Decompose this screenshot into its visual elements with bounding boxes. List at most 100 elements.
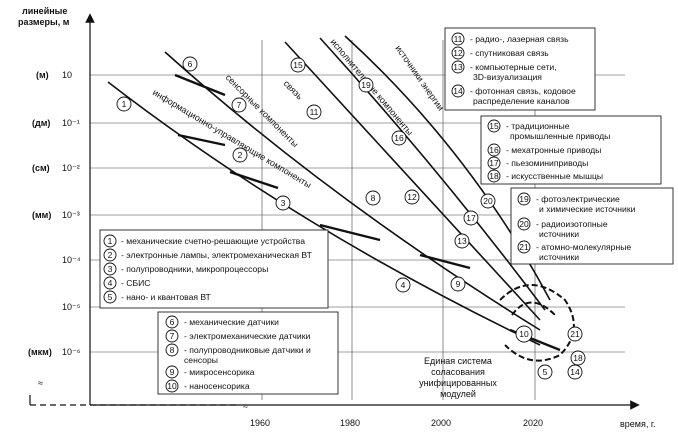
legend-item: - микросенсорика	[184, 367, 255, 377]
legend-energy: 19 - фотоэлектрические и химические исто…	[510, 187, 674, 265]
y-tick-unit: (м)	[36, 70, 49, 80]
svg-text:15: 15	[293, 60, 303, 70]
svg-text:2: 2	[108, 250, 113, 260]
trend-lines	[107, 35, 575, 362]
svg-text:2: 2	[238, 150, 243, 160]
svg-text:соласования: соласования	[431, 367, 485, 377]
svg-text:13: 13	[453, 62, 463, 72]
marker-4: 4	[395, 277, 411, 293]
svg-text:6: 6	[188, 59, 193, 69]
center-note: Единая система соласования унифицированн…	[419, 356, 497, 399]
legend-item: - радио-, лазерная связь	[470, 34, 569, 44]
svg-text:17: 17	[489, 158, 499, 168]
legend-item: - электромеханические датчики	[184, 331, 310, 341]
svg-text:13: 13	[457, 236, 467, 246]
y-ticks: (м) 10 (дм) 10⁻¹ (см) 10⁻² (мм) 10⁻³ 10⁻…	[28, 70, 81, 357]
y-tick-value: 10⁻³	[62, 210, 80, 220]
marker-20: 20	[480, 193, 496, 209]
legend-item: и химические источники	[539, 204, 636, 214]
marker-17: 17	[463, 210, 479, 226]
legend-item: распределение каналов	[473, 96, 570, 106]
svg-text:10: 10	[167, 381, 177, 391]
svg-text:20: 20	[519, 219, 529, 229]
svg-text:19: 19	[519, 194, 529, 204]
svg-text:8: 8	[170, 345, 175, 355]
marker-7: 7	[231, 97, 247, 113]
trend-comm-line	[284, 41, 541, 321]
svg-text:1: 1	[108, 236, 113, 246]
x-ticks: 1960 1980 2000 2020	[250, 418, 543, 428]
svg-text:1: 1	[122, 99, 127, 109]
x-tick-label: 2000	[431, 418, 451, 428]
marker-18: 18	[570, 350, 586, 366]
y-tick-value: 10⁻⁵	[62, 302, 81, 312]
trend-sensor-line	[164, 51, 541, 331]
svg-text:3: 3	[281, 198, 286, 208]
legend-item: - наносенсорика	[184, 381, 250, 391]
svg-text:12: 12	[407, 192, 417, 202]
legend-item: сенсоры	[184, 355, 218, 365]
legend-item: - спутниковая связь	[470, 48, 549, 58]
legend-actuators: 15 - традиционные промышленные приводы 1…	[480, 115, 662, 185]
y-tick-value: 10	[62, 70, 72, 80]
x-axis-title: время, г.	[620, 419, 656, 429]
svg-text:5: 5	[108, 292, 113, 302]
marker-19: 19	[358, 77, 374, 93]
svg-text:4: 4	[401, 280, 406, 290]
y-tick-value: 10⁻⁴	[62, 255, 81, 265]
marker-10: 10	[515, 325, 533, 343]
svg-text:18: 18	[573, 353, 583, 363]
marker-9: 9	[450, 276, 466, 292]
legend-item: источники	[539, 229, 579, 239]
x-tick-label: 2020	[523, 418, 543, 428]
legend-item: - фотоэлектрические	[536, 194, 620, 204]
legend-item: - фотонная связь, кодовое	[470, 86, 576, 96]
svg-text:≈: ≈	[38, 378, 43, 388]
marker-21: 21	[567, 326, 583, 342]
trend-label-comm: связь	[282, 78, 305, 101]
svg-text:21: 21	[519, 242, 529, 252]
svg-text:14: 14	[570, 367, 580, 377]
svg-text:Единая система: Единая система	[424, 356, 492, 366]
svg-text:21: 21	[570, 329, 580, 339]
x-tick-label: 1960	[250, 418, 270, 428]
y-axis-title-1: линейные	[22, 6, 67, 16]
legend-item: 3D-визуализация	[473, 72, 542, 82]
trend-label-energy: источники энергии	[393, 43, 446, 112]
legend-item: - полупроводниковые датчики и	[184, 345, 311, 355]
svg-text:12: 12	[453, 48, 463, 58]
svg-text:10: 10	[519, 329, 529, 339]
svg-text:9: 9	[170, 367, 175, 377]
marker-16: 16	[391, 130, 407, 146]
legend-item: - искусственные мышцы	[506, 171, 603, 181]
legend-item: - атомно-молекулярные	[536, 242, 631, 252]
svg-text:6: 6	[170, 317, 175, 327]
svg-text:унифицированных: унифицированных	[419, 378, 497, 388]
legend-item: - компьютерные сети,	[470, 62, 557, 72]
legend-item: источники	[539, 252, 579, 262]
trend-info-line	[107, 81, 541, 346]
svg-text:18: 18	[489, 171, 499, 181]
marker-6: 6	[182, 56, 198, 72]
marker-1: 1	[116, 96, 132, 112]
legend-item: - пьезоминиприводы	[506, 158, 588, 168]
legend-item: - радиоизотопные	[536, 219, 608, 229]
svg-text:20: 20	[483, 196, 493, 206]
marker-12: 12	[404, 189, 420, 205]
svg-text:17: 17	[466, 213, 476, 223]
legend-computing: 1 - механические счетно-решающие устройс…	[99, 229, 329, 309]
legend-item: - механические счетно-решающие устройств…	[121, 236, 305, 246]
trend-exec-line	[319, 37, 546, 311]
y-tick-unit: (мм)	[32, 210, 51, 220]
svg-text:≈: ≈	[243, 401, 248, 411]
axes: ≈ ≈	[29, 13, 640, 411]
svg-text:8: 8	[371, 193, 376, 203]
svg-text:11: 11	[310, 107, 319, 117]
y-tick-unit: (см)	[32, 163, 50, 173]
legend-comm: 11 - радио-, лазерная связь 12 - спутник…	[444, 27, 596, 111]
y-tick-value: 10⁻⁶	[62, 347, 81, 357]
marker-14: 14	[567, 364, 583, 380]
x-tick-label: 1980	[340, 418, 360, 428]
